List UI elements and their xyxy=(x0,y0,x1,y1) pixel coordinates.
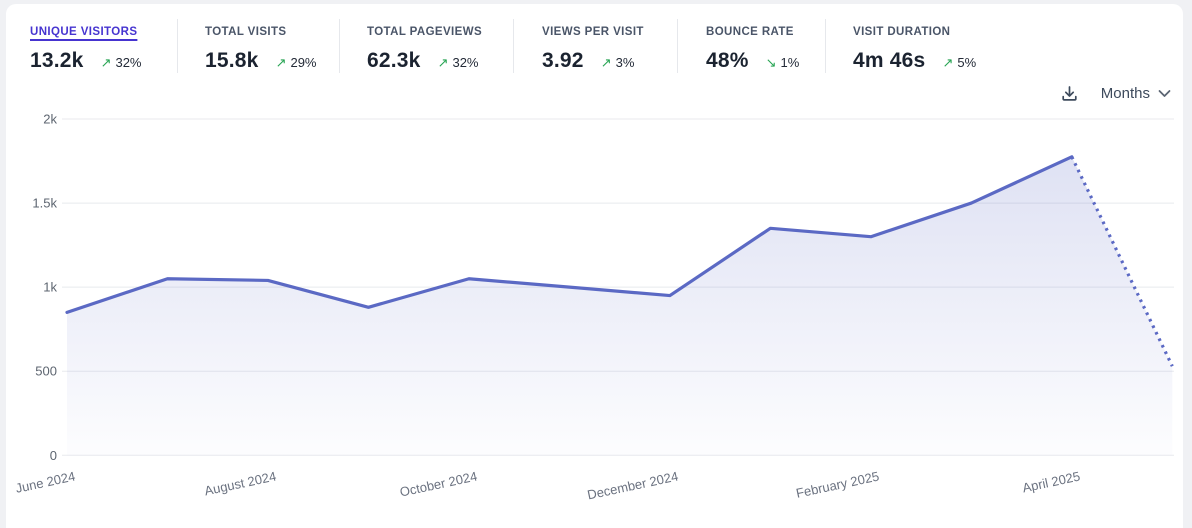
metric-change-pct: 5% xyxy=(957,55,977,70)
download-icon xyxy=(1062,85,1077,101)
metric-label[interactable]: TOTAL VISITS xyxy=(205,26,287,38)
area-fill xyxy=(67,156,1173,456)
chevron-down-icon xyxy=(1158,89,1171,97)
metric-change: ↗ 3% xyxy=(601,55,635,71)
download-button[interactable] xyxy=(1058,82,1081,105)
metric-value: 62.3k xyxy=(367,49,421,72)
metric-value: 15.8k xyxy=(205,49,259,72)
x-axis-tick-label: December 2024 xyxy=(586,469,680,503)
chart-controls: Months xyxy=(1058,78,1171,108)
metric-views-per-visit[interactable]: VIEWS PER VISIT 3.92 ↗ 3% xyxy=(514,19,678,73)
metric-label[interactable]: UNIQUE VISITORS xyxy=(30,26,138,38)
metric-label[interactable]: TOTAL PAGEVIEWS xyxy=(367,26,483,38)
x-axis-tick-label: February 2025 xyxy=(795,469,881,501)
metric-value: 4m 46s xyxy=(853,49,926,72)
metric-change: ↗ 32% xyxy=(101,55,142,71)
trend-up-icon: ↗ xyxy=(100,55,112,70)
x-axis-tick-label: June 2024 xyxy=(14,469,77,496)
metric-total-visits[interactable]: TOTAL VISITS 15.8k ↗ 29% xyxy=(178,19,340,73)
metrics-bar: UNIQUE VISITORS 13.2k ↗ 32% TOTAL VISITS … xyxy=(6,4,1183,80)
metric-label[interactable]: VISIT DURATION xyxy=(853,26,951,38)
metric-value: 3.92 xyxy=(542,49,584,72)
interval-label: Months xyxy=(1100,84,1150,102)
visitors-line xyxy=(65,155,1074,314)
trend-up-icon: ↗ xyxy=(942,55,954,70)
trend-up-icon: ↗ xyxy=(275,55,287,70)
metric-change: ↗ 29% xyxy=(276,55,317,71)
trend-up-icon: ↗ xyxy=(437,55,449,70)
metric-unique-visitors[interactable]: UNIQUE VISITORS 13.2k ↗ 32% xyxy=(6,19,178,73)
metric-change-pct: 32% xyxy=(115,55,142,70)
interval-dropdown[interactable]: Months xyxy=(1101,85,1171,102)
metric-change: ↗ 5% xyxy=(942,55,976,71)
y-axis-tick-label: 500 xyxy=(35,364,57,379)
y-axis-tick-label: 1k xyxy=(43,280,57,295)
x-axis-tick-label: October 2024 xyxy=(398,469,478,500)
chart-canvas[interactable]: 0 500 1k 1.5k 2k June 2024 August 2024 October … xyxy=(0,89,1186,528)
metric-value: 13.2k xyxy=(30,49,84,72)
metric-total-pageviews[interactable]: TOTAL PAGEVIEWS 62.3k ↗ 32% xyxy=(340,19,514,73)
metric-change-pct: 29% xyxy=(290,55,317,70)
metric-value: 48% xyxy=(706,49,749,72)
metric-change-pct: 3% xyxy=(615,55,635,70)
y-axis-tick-label: 2k xyxy=(43,112,57,127)
x-axis-tick-label: April 2025 xyxy=(1021,469,1081,496)
trend-down-icon: ↘ xyxy=(765,55,777,70)
metric-bounce-rate[interactable]: BOUNCE RATE 48% ↘ 1% xyxy=(678,19,826,73)
trend-up-icon: ↗ xyxy=(600,55,612,70)
visitors-line-dotted xyxy=(1070,156,1174,367)
metric-label[interactable]: VIEWS PER VISIT xyxy=(542,26,644,38)
metric-change: ↗ 32% xyxy=(438,55,479,71)
visitors-chart[interactable]: 0 500 1k 1.5k 2k June 2024 August 2024 October … xyxy=(0,89,1186,528)
metric-visit-duration[interactable]: VISIT DURATION 4m 46s ↗ 5% xyxy=(826,19,976,73)
metric-change-pct: 32% xyxy=(452,55,479,70)
y-axis-tick-label: 0 xyxy=(50,448,57,463)
metric-label[interactable]: BOUNCE RATE xyxy=(706,26,794,38)
x-axis-tick-label: August 2024 xyxy=(203,469,278,499)
metric-change: ↘ 1% xyxy=(766,55,800,71)
y-axis-tick-label: 1.5k xyxy=(32,196,57,211)
metric-change-pct: 1% xyxy=(780,55,800,70)
